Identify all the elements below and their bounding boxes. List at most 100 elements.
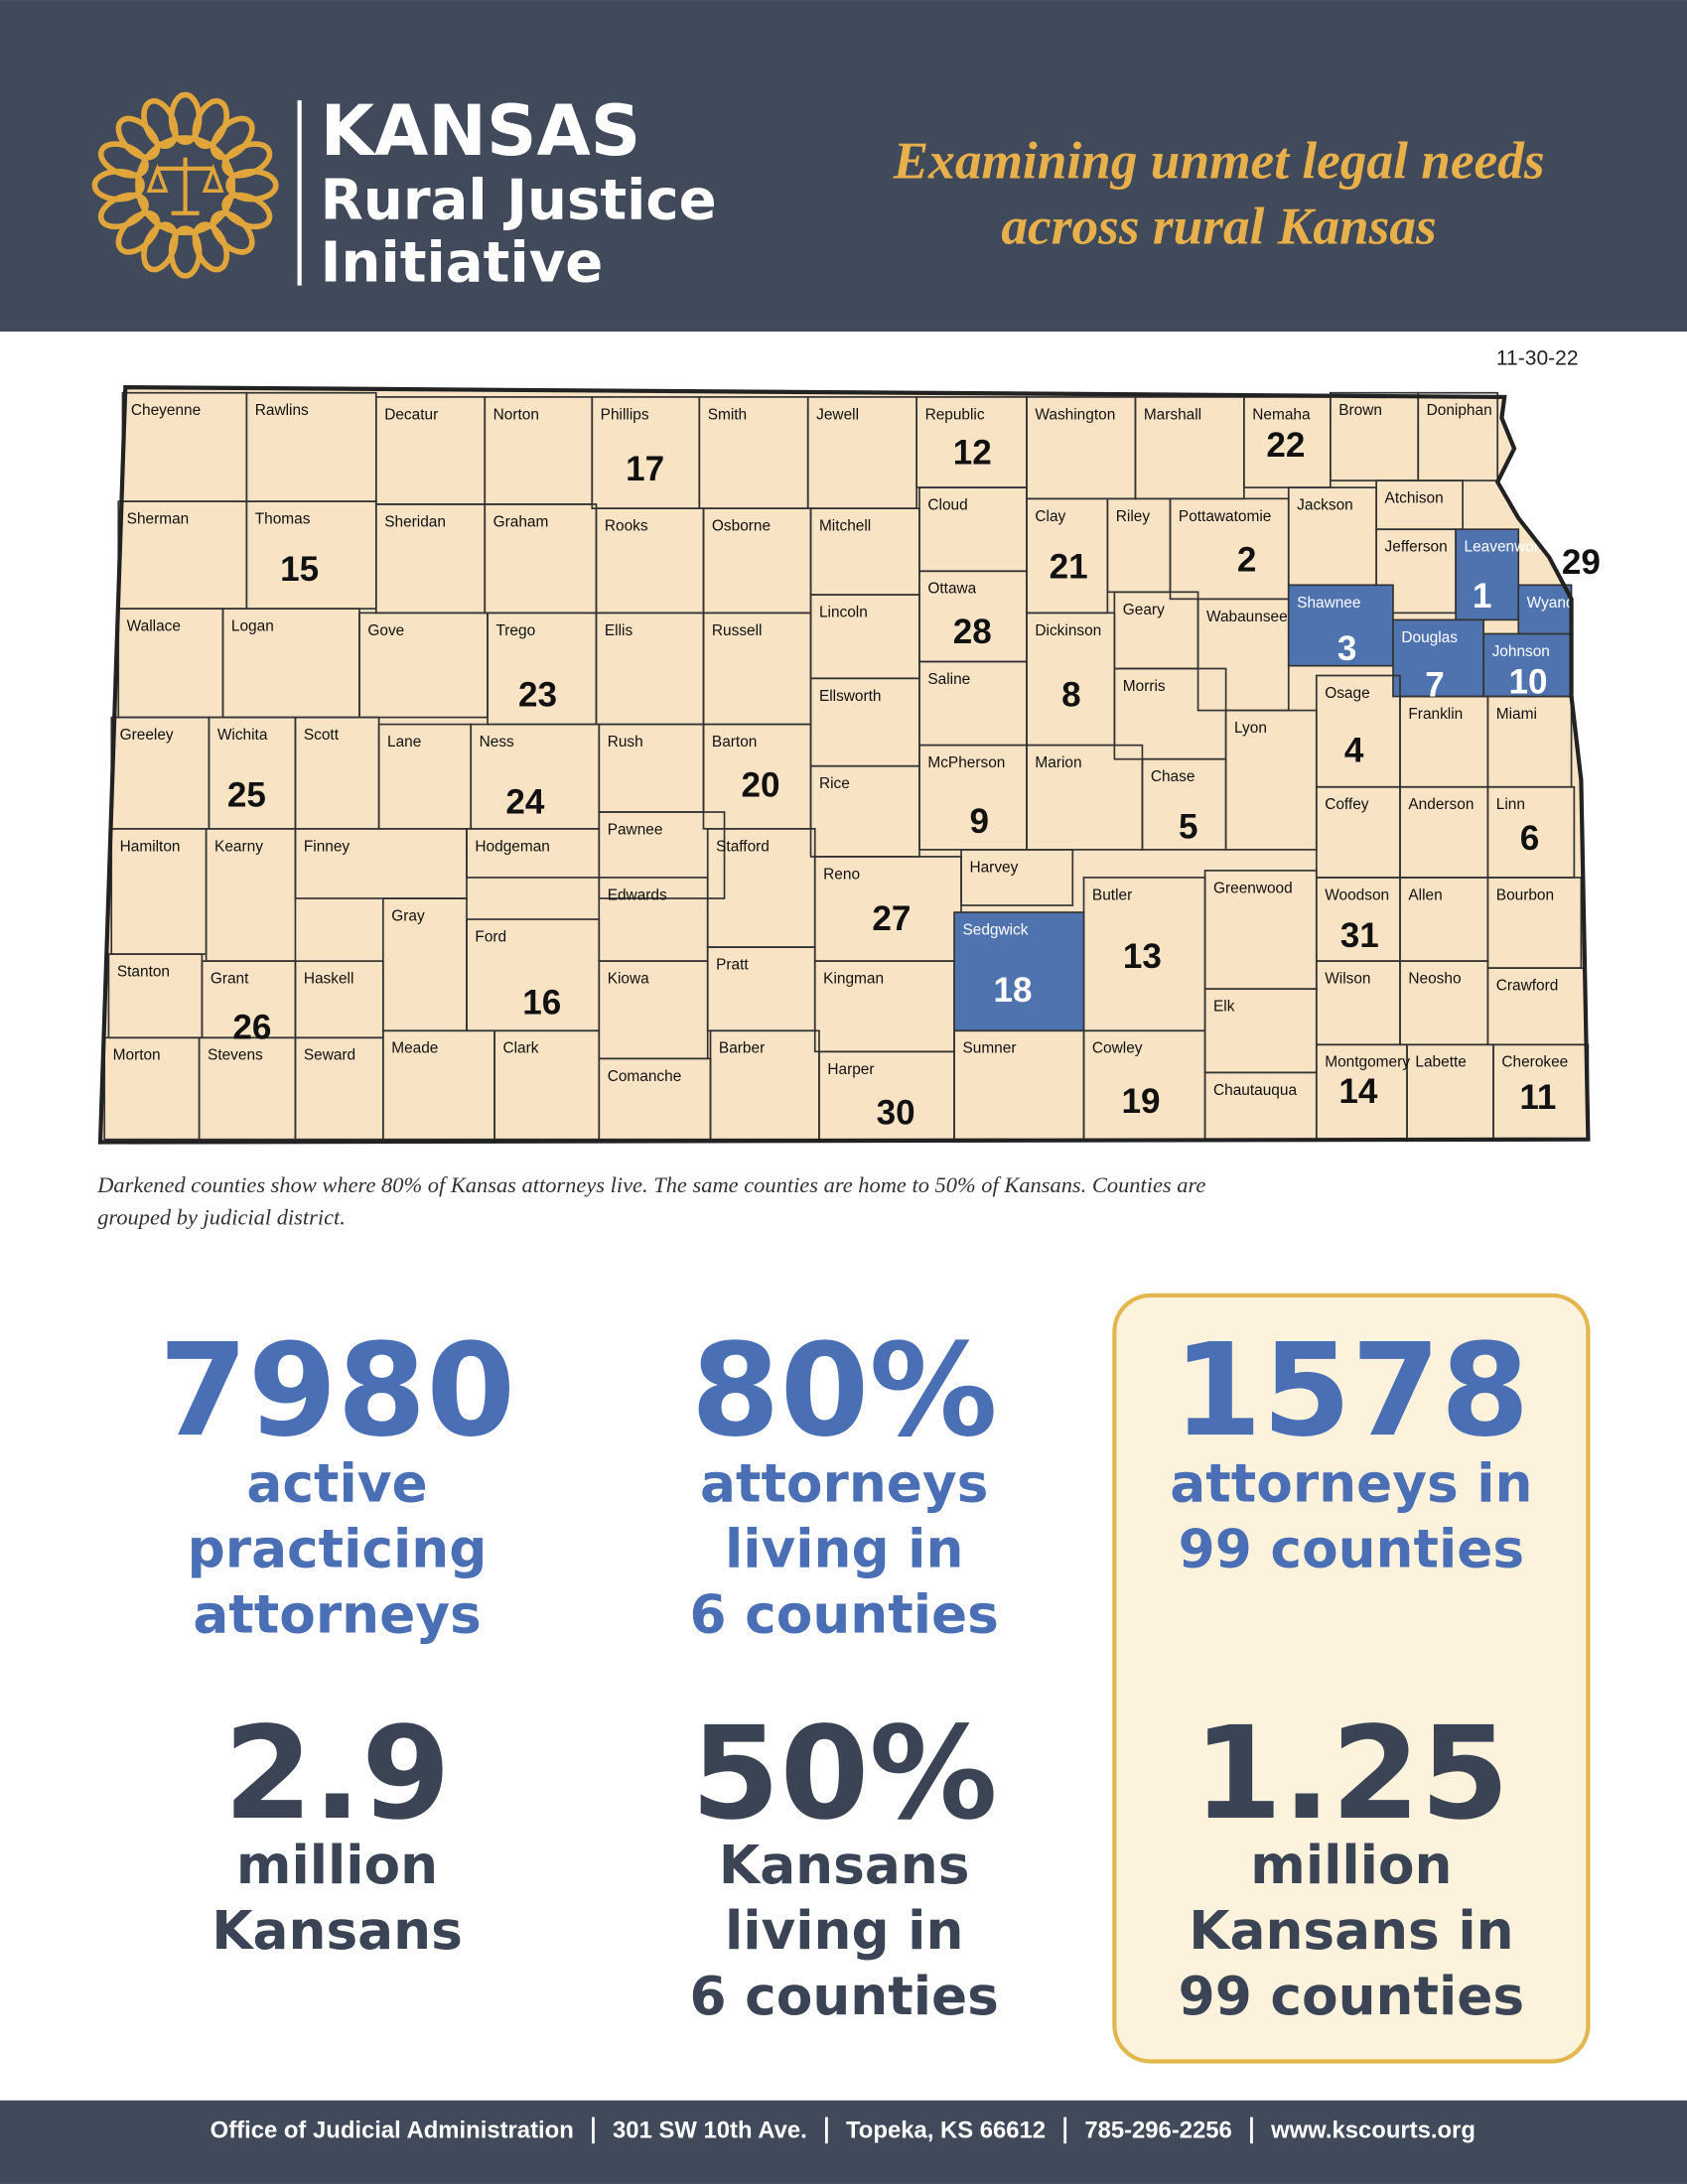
header-title: KANSAS: [321, 90, 641, 172]
county-label: Jackson: [1297, 497, 1353, 514]
stat-number: 2.9: [223, 1700, 451, 1848]
header-band: [0, 0, 1687, 332]
header-subtitle: Rural Justice: [321, 168, 717, 232]
county-label: Ness: [480, 734, 514, 751]
county-label: Hodgeman: [475, 838, 549, 855]
county-label: Cloud: [927, 497, 967, 514]
county-label: Wilson: [1325, 971, 1370, 988]
county: [1455, 528, 1520, 621]
county-label: Montgomery: [1325, 1054, 1410, 1071]
district-number: 16: [522, 983, 561, 1022]
county: [1141, 757, 1227, 851]
county-label: Sherman: [127, 511, 190, 528]
county-label: Ellsworth: [819, 688, 882, 705]
county: [1482, 632, 1573, 698]
stat-label: 99 counties: [1179, 1518, 1524, 1579]
county-label: Johnson: [1492, 643, 1550, 660]
county-label: Greeley: [120, 727, 174, 744]
district-number: 21: [1050, 547, 1088, 586]
county-label: Ottawa: [927, 581, 976, 598]
district-number: 27: [872, 899, 911, 938]
district-number: 12: [953, 433, 992, 472]
stat-number: 1578: [1173, 1316, 1529, 1465]
county: [1287, 584, 1394, 667]
county-label: Hamilton: [120, 838, 181, 855]
county-label: Greenwood: [1213, 880, 1293, 896]
county-label: Linn: [1496, 796, 1525, 813]
county-label: Mitchell: [819, 518, 871, 535]
county-label: Meade: [391, 1040, 438, 1057]
county-label: Marshall: [1144, 406, 1201, 423]
district-number: 7: [1425, 666, 1445, 705]
tagline: across rural Kansas: [1001, 197, 1436, 256]
county-label: Norton: [493, 406, 539, 423]
district-number: 4: [1344, 731, 1364, 769]
county-label: Haskell: [304, 971, 354, 988]
county-label: Doniphan: [1427, 402, 1492, 419]
county-label: Marion: [1035, 754, 1081, 771]
county-label: Lane: [387, 734, 421, 751]
county-label: Woodson: [1325, 887, 1389, 903]
county-label: Coffey: [1325, 796, 1369, 813]
county-label: Ellis: [605, 622, 633, 639]
highlight-box: [1112, 1293, 1591, 2064]
county-label: Jewell: [816, 406, 859, 423]
county: [294, 1036, 384, 1141]
county-label: Harper: [827, 1061, 874, 1078]
county-label: Saline: [927, 671, 970, 688]
county-label: Decatur: [384, 406, 438, 423]
county-label: Morris: [1123, 678, 1166, 695]
stat-label: Kansans: [211, 1900, 463, 1962]
stat-label: million: [1250, 1835, 1452, 1896]
date: 11-30-22: [1496, 347, 1579, 370]
district-number: 31: [1340, 916, 1379, 955]
county-label: Lyon: [1234, 720, 1267, 737]
district-number: 18: [993, 971, 1032, 1010]
county-label: Ford: [475, 928, 506, 945]
county-label: Dickinson: [1035, 622, 1101, 639]
county-label: Miami: [1496, 706, 1537, 723]
district-number: 29: [1562, 543, 1601, 582]
county: [598, 811, 726, 899]
county-label: Seward: [304, 1047, 355, 1064]
stat-label: living in: [725, 1518, 963, 1579]
county-label: Osborne: [712, 518, 771, 535]
county: [1392, 618, 1485, 698]
county-label: Sheridan: [384, 513, 446, 530]
footer-item: 785-296-2256: [1084, 2117, 1232, 2144]
caption: Darkened counties show where 80% of Kans…: [96, 1172, 1205, 1197]
county-label: Graham: [493, 513, 549, 530]
footer-item: Office of Judicial Administration: [211, 2117, 574, 2144]
county-label: Republic: [925, 406, 985, 423]
county-label: Grant: [211, 971, 249, 988]
county-label: Leavenworth: [1465, 539, 1552, 556]
stat-number: 7980: [159, 1316, 515, 1465]
district-number: 6: [1520, 819, 1540, 858]
stat-label: Kansans in: [1189, 1900, 1513, 1962]
stat-label: attorneys: [700, 1452, 988, 1514]
petal: [141, 97, 179, 149]
logo-center: [135, 135, 236, 236]
county-label: Barton: [712, 734, 757, 751]
district-number: 5: [1179, 808, 1198, 847]
county-label: Morton: [113, 1047, 161, 1064]
footer-band: [0, 2100, 1687, 2184]
district-number: 9: [970, 802, 990, 841]
county-label: Pottawatomie: [1179, 508, 1271, 525]
county-label: Russell: [712, 622, 763, 639]
district-number: 8: [1061, 675, 1081, 714]
stat-label: living in: [725, 1900, 963, 1962]
county-label: Geary: [1123, 602, 1165, 618]
county-label: Pawnee: [608, 821, 663, 838]
county-label: Kingman: [823, 971, 884, 988]
county-label: Barber: [719, 1040, 765, 1057]
county-label: Cowley: [1092, 1040, 1143, 1057]
county-label: Wyandotte: [1527, 595, 1601, 612]
footer-item: www.kscourts.org: [1270, 2117, 1476, 2144]
district-number: 17: [626, 450, 664, 488]
stat-label: attorneys in: [1170, 1452, 1532, 1514]
county-label: Comanche: [608, 1068, 682, 1085]
county-label: Pratt: [716, 957, 749, 974]
district-number: 10: [1509, 663, 1548, 702]
